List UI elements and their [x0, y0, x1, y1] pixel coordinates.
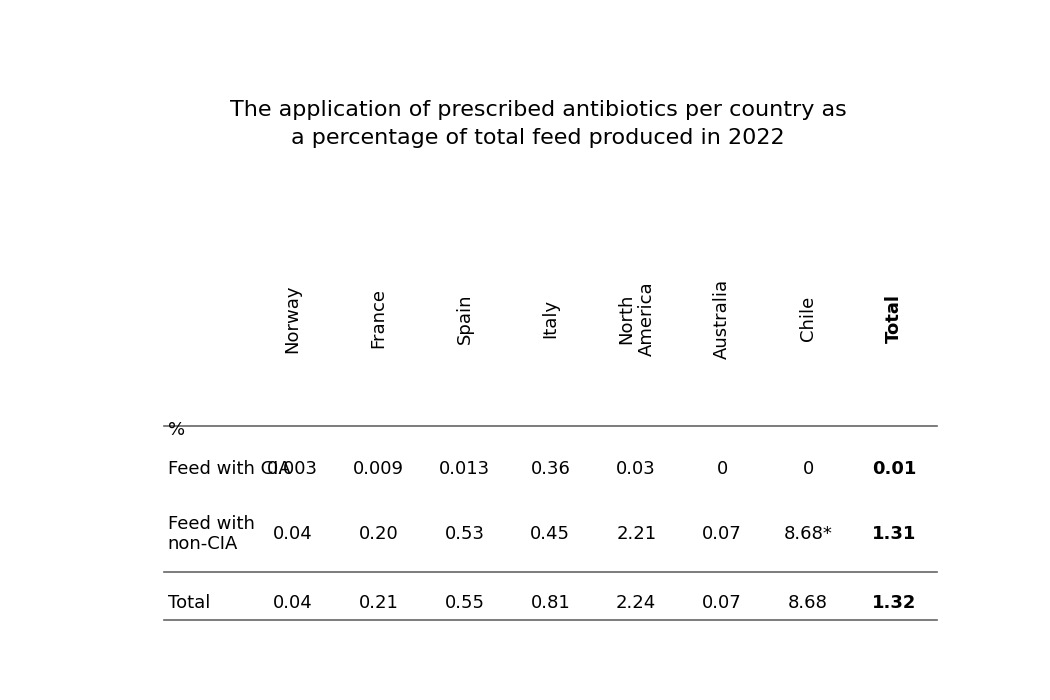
Text: Italy: Italy [542, 299, 560, 338]
Text: 1.32: 1.32 [872, 594, 916, 612]
Text: Spain: Spain [456, 293, 474, 344]
Text: Norway: Norway [284, 284, 301, 353]
Text: 0: 0 [802, 461, 814, 478]
Text: 0.20: 0.20 [359, 525, 398, 543]
Text: 8.68: 8.68 [789, 594, 828, 612]
Text: 0.04: 0.04 [273, 594, 313, 612]
Text: 0.003: 0.003 [267, 461, 318, 478]
Text: 8.68*: 8.68* [783, 525, 833, 543]
Text: Total: Total [168, 594, 210, 612]
Text: 0.009: 0.009 [353, 461, 404, 478]
Text: France: France [370, 288, 387, 349]
Text: 0.81: 0.81 [530, 594, 570, 612]
Text: Australia: Australia [713, 279, 731, 358]
Text: 2.21: 2.21 [616, 525, 656, 543]
Text: 2.24: 2.24 [616, 594, 656, 612]
Text: 0.01: 0.01 [872, 461, 916, 478]
Text: North
America: North America [616, 281, 655, 356]
Text: 0.07: 0.07 [702, 525, 742, 543]
Text: 0.36: 0.36 [530, 461, 570, 478]
Text: 0.53: 0.53 [444, 525, 484, 543]
Text: 0: 0 [716, 461, 728, 478]
Text: Feed with CIA: Feed with CIA [168, 461, 291, 478]
Text: 0.21: 0.21 [359, 594, 399, 612]
Text: Chile: Chile [799, 296, 817, 341]
Text: 0.45: 0.45 [530, 525, 570, 543]
Text: 0.07: 0.07 [702, 594, 742, 612]
Text: Feed with
non-CIA: Feed with non-CIA [168, 514, 255, 554]
Text: The application of prescribed antibiotics per country as
a percentage of total f: The application of prescribed antibiotic… [230, 100, 846, 148]
Text: %: % [168, 421, 185, 439]
Text: 0.013: 0.013 [439, 461, 490, 478]
Text: 0.55: 0.55 [444, 594, 484, 612]
Text: 1.31: 1.31 [872, 525, 916, 543]
Text: 0.04: 0.04 [273, 525, 313, 543]
Text: 0.03: 0.03 [616, 461, 656, 478]
Text: Total: Total [885, 294, 903, 343]
